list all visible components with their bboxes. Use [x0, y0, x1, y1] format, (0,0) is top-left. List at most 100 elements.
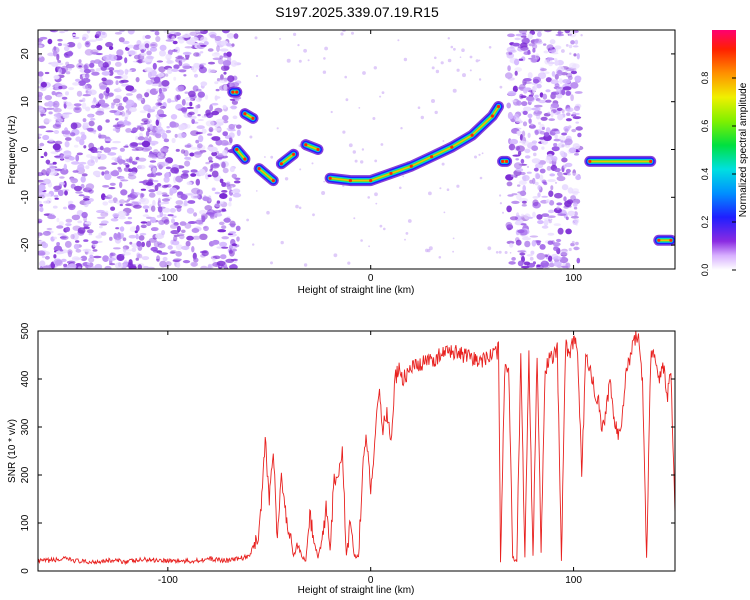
noise-speck-faint	[487, 246, 492, 251]
noise-speck-faint	[403, 57, 408, 62]
noise-speck	[67, 200, 74, 204]
noise-speck-faint	[461, 48, 465, 52]
noise-speck	[169, 121, 177, 128]
noise-speck	[553, 143, 558, 147]
spectrogram-ytick-label: -20	[20, 237, 31, 252]
noise-speck-faint	[368, 245, 370, 248]
noise-speck	[118, 216, 126, 220]
noise-speck	[102, 255, 109, 262]
noise-speck	[545, 156, 552, 164]
noise-speck	[111, 169, 119, 177]
noise-speck	[222, 167, 229, 174]
noise-speck-faint	[293, 32, 297, 37]
noise-speck	[205, 173, 209, 180]
noise-speck	[156, 128, 166, 135]
noise-speck	[170, 114, 178, 120]
noise-speck-faint	[547, 111, 551, 115]
noise-speck	[131, 247, 137, 253]
noise-speck	[165, 53, 172, 61]
noise-speck-faint	[425, 248, 429, 253]
noise-speck	[557, 30, 562, 36]
trace-early-3	[231, 144, 251, 165]
noise-speck-faint	[576, 105, 580, 109]
noise-speck	[159, 105, 166, 109]
trace-early-1-peak	[235, 90, 239, 94]
noise-speck	[573, 206, 578, 210]
noise-speck	[95, 110, 105, 116]
trace-late-2-peak	[649, 159, 653, 163]
noise-speck-faint	[453, 47, 456, 51]
noise-speck	[551, 146, 560, 152]
noise-speck	[211, 110, 220, 116]
noise-speck	[54, 259, 63, 267]
noise-speck	[509, 216, 519, 221]
noise-speck	[95, 67, 101, 72]
trace-early-2	[239, 108, 259, 124]
noise-speck	[112, 128, 117, 132]
noise-speck	[157, 197, 161, 204]
noise-speck	[98, 93, 104, 100]
noise-speck	[146, 240, 151, 248]
noise-speck	[67, 50, 73, 57]
noise-speck	[532, 196, 539, 199]
noise-speck	[81, 102, 87, 110]
noise-speck-faint	[469, 69, 472, 72]
noise-speck	[539, 174, 544, 181]
noise-speck	[102, 54, 112, 61]
noise-speck	[80, 134, 87, 141]
noise-speck-faint	[548, 44, 553, 49]
noise-speck	[211, 102, 219, 106]
noise-speck	[82, 94, 91, 97]
noise-speck	[150, 216, 157, 224]
noise-speck	[58, 184, 62, 189]
noise-speck	[203, 41, 209, 46]
noise-speck	[211, 136, 221, 141]
noise-speck-faint	[502, 211, 504, 214]
noise-speck	[131, 188, 135, 195]
noise-speck-faint	[580, 34, 583, 37]
noise-speck	[550, 79, 559, 85]
noise-speck	[79, 138, 85, 146]
noise-speck	[105, 87, 110, 94]
noise-speck	[108, 46, 114, 50]
noise-speck	[63, 150, 72, 158]
noise-speck	[52, 161, 57, 165]
noise-speck	[211, 162, 220, 169]
noise-speck	[554, 133, 558, 140]
noise-speck	[230, 60, 238, 67]
noise-speck	[571, 128, 577, 133]
noise-speck	[552, 242, 561, 247]
noise-speck	[75, 240, 80, 243]
noise-speck	[67, 67, 72, 71]
noise-speck	[216, 260, 226, 266]
noise-speck-faint	[340, 32, 344, 36]
noise-speck-faint	[499, 85, 503, 89]
noise-speck	[56, 53, 60, 61]
noise-speck	[565, 118, 572, 122]
noise-speck	[47, 38, 53, 45]
noise-speck	[53, 130, 60, 134]
noise-speck	[107, 152, 117, 156]
noise-speck	[132, 44, 141, 51]
noise-speck	[231, 173, 237, 179]
noise-speck-faint	[312, 213, 315, 217]
noise-speck	[568, 44, 573, 49]
noise-speck	[195, 104, 200, 109]
noise-speck	[151, 83, 160, 87]
noise-speck	[553, 207, 562, 214]
noise-speck	[120, 189, 128, 196]
noise-speck	[190, 194, 200, 200]
noise-speck	[138, 43, 147, 51]
noise-speck-faint	[249, 135, 253, 139]
noise-speck	[183, 74, 187, 77]
noise-speck	[139, 192, 144, 199]
noise-speck	[508, 261, 516, 265]
noise-speck	[137, 157, 147, 162]
noise-speck	[570, 195, 576, 201]
noise-speck-faint	[478, 78, 482, 81]
noise-speck-faint	[452, 237, 455, 240]
noise-speck	[128, 107, 137, 113]
noise-speck	[144, 34, 151, 39]
noise-speck	[231, 243, 237, 247]
